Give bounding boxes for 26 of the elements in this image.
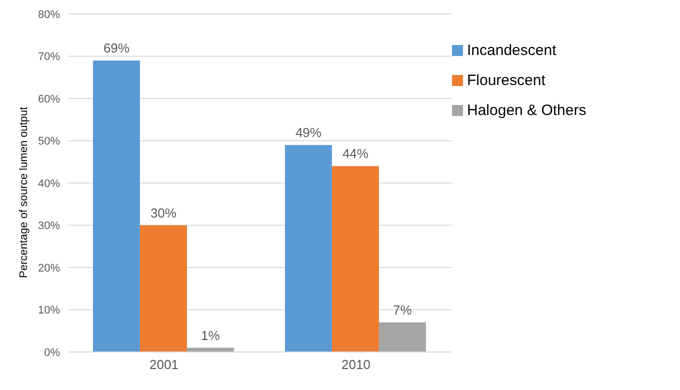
data-label: 69%	[103, 40, 130, 56]
x-tick-label: 2010	[342, 357, 370, 372]
data-label: 30%	[150, 205, 177, 220]
legend-label: Incandescent	[467, 42, 556, 59]
y-tick-label: 10%	[38, 304, 60, 317]
data-label: 49%	[295, 124, 322, 140]
y-tick-label: 20%	[38, 262, 60, 274]
y-tick-label: 60%	[38, 93, 60, 106]
y-axis-title: Percentage of source lumen output	[18, 106, 30, 278]
y-tick-label: 0%	[44, 346, 60, 359]
data-label: 44%	[342, 146, 369, 162]
legend-label: Flourescent	[467, 72, 546, 89]
y-tick-label: 70%	[38, 51, 60, 64]
bar	[284, 144, 332, 352]
x-tick-label: 2001	[150, 357, 178, 372]
legend-label: Halogen & Others	[467, 102, 586, 119]
bar	[378, 322, 426, 352]
bar	[140, 225, 187, 352]
bar	[332, 166, 379, 352]
y-tick-label: 40%	[38, 178, 60, 190]
bar	[92, 60, 140, 352]
y-tick-label: 50%	[38, 136, 60, 148]
data-label: 1%	[201, 328, 220, 343]
data-label: 7%	[393, 302, 412, 318]
y-tick-label: 30%	[38, 220, 60, 232]
y-tick-label: 80%	[38, 8, 60, 21]
